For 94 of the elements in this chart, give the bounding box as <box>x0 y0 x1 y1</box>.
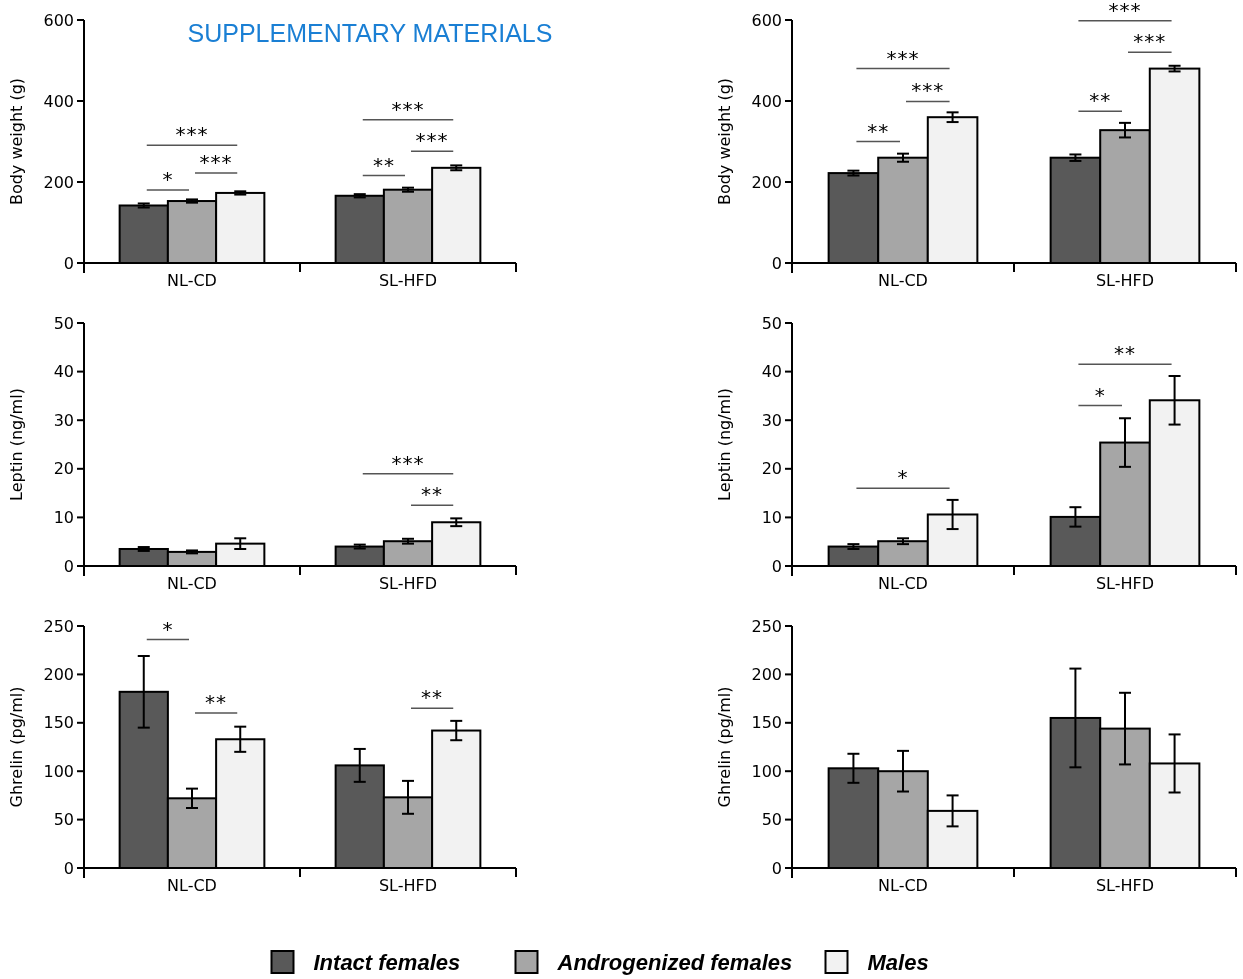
x-tick-label: SL-HFD <box>378 271 438 290</box>
significance-bracket: ** <box>194 690 238 715</box>
x-tick-label: NL-CD <box>878 574 928 593</box>
annotation: *** <box>1108 0 1142 22</box>
significance-bracket: ** <box>410 482 454 507</box>
y-tick-label: 40 <box>53 362 74 382</box>
y-tick-label: 400 <box>751 91 782 111</box>
y-tick-label: 30 <box>761 410 782 430</box>
y-tick-label: 10 <box>761 508 782 527</box>
annotation: *** <box>886 45 920 70</box>
significance-bracket: *** <box>194 150 238 175</box>
annotation: ** <box>867 118 890 143</box>
y-axis-title: Body weight (g) <box>7 77 26 206</box>
significance-bracket: * <box>1077 382 1123 407</box>
annotation: *** <box>1133 29 1167 54</box>
y-tick-label: 0 <box>63 858 74 878</box>
y-tick-label: 600 <box>751 10 782 30</box>
y-axis-title: Leptin (ng/ml) <box>7 388 26 501</box>
y-tick-label: 250 <box>43 616 74 636</box>
x-tick-label: SL-HFD <box>1095 876 1155 895</box>
annotation: * <box>1094 382 1106 407</box>
significance-bracket: * <box>146 167 190 192</box>
y-tick-label: 50 <box>53 313 74 333</box>
x-tick-label: NL-CD <box>878 876 928 895</box>
y-tick-label: 200 <box>43 172 74 192</box>
annotation: *** <box>911 78 945 103</box>
y-tick-label: 20 <box>761 459 782 479</box>
annotation: ** <box>421 482 444 507</box>
annotation: ** <box>1089 88 1112 113</box>
y-tick-label: 50 <box>761 313 782 333</box>
annotation: * <box>162 167 174 192</box>
y-tick-label: 10 <box>53 508 74 527</box>
y-tick-label: 30 <box>53 410 74 430</box>
annotation: * <box>162 616 174 641</box>
annotation: *** <box>415 128 449 153</box>
significance-bracket: ** <box>1077 88 1123 113</box>
x-tick-label: NL-CD <box>878 271 928 290</box>
x-tick-label: SL-HFD <box>378 876 438 895</box>
y-tick-label: 150 <box>751 713 782 733</box>
significance-bracket: *** <box>905 78 951 103</box>
y-tick-label: 200 <box>751 665 782 684</box>
annotation: *** <box>199 150 233 175</box>
significance-bracket: *** <box>855 45 951 70</box>
significance-bracket: *** <box>362 96 454 121</box>
y-axis-title: Body weight (g) <box>715 77 734 206</box>
y-tick-label: 200 <box>43 665 74 684</box>
annotation: * <box>897 465 909 490</box>
significance-bracket: * <box>855 465 951 490</box>
y-tick-label: 250 <box>751 616 782 636</box>
significance-bracket: ** <box>362 152 406 177</box>
x-tick-label: NL-CD <box>167 574 217 593</box>
annotation: ** <box>372 152 395 177</box>
y-tick-label: 0 <box>63 556 74 576</box>
x-tick-label: NL-CD <box>167 876 217 895</box>
significance-bracket: ** <box>855 118 901 143</box>
y-tick-label: 0 <box>771 858 782 878</box>
y-tick-label: 100 <box>751 761 782 781</box>
significance-bracket: *** <box>362 450 454 475</box>
x-tick-label: SL-HFD <box>1095 271 1155 290</box>
significance-bracket: * <box>146 616 190 641</box>
significance-bracket: *** <box>1077 0 1173 22</box>
y-tick-label: 20 <box>53 459 74 479</box>
y-tick-label: 150 <box>43 713 74 733</box>
annotation: ** <box>205 690 228 715</box>
legend-label: Androgenized females <box>556 949 793 975</box>
significance-bracket: ** <box>1077 341 1173 366</box>
x-tick-label: SL-HFD <box>378 574 438 593</box>
y-axis-title: Leptin (ng/ml) <box>715 388 734 501</box>
annotation: *** <box>391 96 425 121</box>
y-tick-label: 0 <box>63 253 74 273</box>
chart-title: SUPPLEMENTARY MATERIALS <box>187 19 553 47</box>
x-tick-label: NL-CD <box>167 271 217 290</box>
y-axis-title: Ghrelin (pg/ml) <box>7 686 26 808</box>
legend-label: Males <box>867 949 929 975</box>
annotation: *** <box>391 450 425 475</box>
y-axis-title: Ghrelin (pg/ml) <box>715 686 734 808</box>
significance-bracket: *** <box>1127 29 1173 54</box>
y-tick-label: 400 <box>43 91 74 111</box>
y-tick-label: 50 <box>53 810 74 830</box>
y-tick-label: 100 <box>43 761 74 781</box>
y-tick-label: 0 <box>771 253 782 273</box>
annotation: ** <box>421 685 444 710</box>
y-tick-label: 0 <box>771 556 782 576</box>
y-tick-label: 50 <box>761 810 782 830</box>
y-tick-label: 200 <box>751 172 782 192</box>
y-tick-label: 600 <box>43 10 74 30</box>
y-tick-label: 40 <box>761 362 782 382</box>
x-tick-label: SL-HFD <box>1095 574 1155 593</box>
significance-bracket: *** <box>410 128 454 153</box>
significance-bracket: ** <box>410 685 454 710</box>
legend-label: Intact females <box>313 949 461 975</box>
annotation: *** <box>175 122 209 147</box>
significance-bracket: *** <box>146 122 238 147</box>
annotation: ** <box>1114 341 1136 366</box>
